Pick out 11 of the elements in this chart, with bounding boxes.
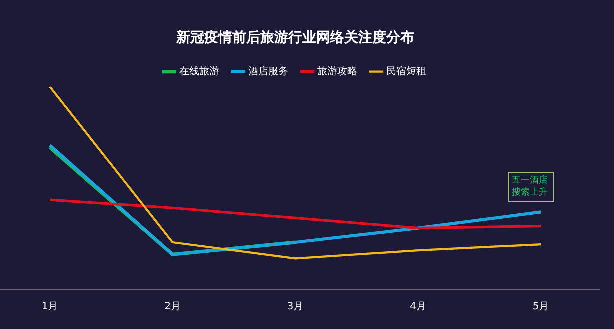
legend-label: 酒店服务 xyxy=(248,65,288,78)
legend-label: 在线旅游 xyxy=(180,65,220,78)
x-tick-label: 3月 xyxy=(287,302,304,313)
x-tick-label: 2月 xyxy=(164,302,181,313)
annotation: 五一酒店搜索上升 xyxy=(512,175,549,199)
legend-label: 旅游攻略 xyxy=(318,65,358,78)
x-tick-label: 4月 xyxy=(410,302,426,313)
legend-label: 民宿短租 xyxy=(386,65,426,78)
x-tick-label: 1月 xyxy=(42,302,58,313)
chart-title: 新冠疫情前后旅游行业网络关注度分布 xyxy=(176,29,414,46)
x-tick-label: 5月 xyxy=(532,302,550,313)
